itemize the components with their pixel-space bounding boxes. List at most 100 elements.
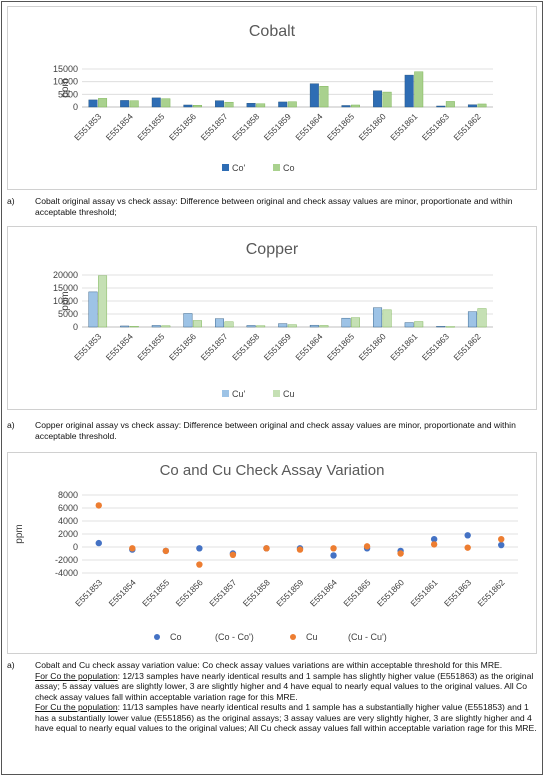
x-tick-label: E551859 bbox=[262, 111, 293, 142]
x-tick-label: E551859 bbox=[274, 577, 305, 608]
legend-label-co: Co bbox=[170, 632, 182, 642]
bar bbox=[246, 102, 256, 108]
bar bbox=[351, 317, 360, 328]
data-point bbox=[229, 551, 237, 558]
legend-note-cu: (Cu - Cu') bbox=[348, 632, 387, 642]
legend-swatch-cu-orig bbox=[222, 390, 229, 397]
bar bbox=[436, 105, 446, 108]
y-tick-label: 15000 bbox=[53, 64, 78, 74]
x-tick-label: E551864 bbox=[293, 111, 324, 142]
x-tick-label: E551856 bbox=[167, 111, 198, 142]
bar bbox=[120, 325, 130, 328]
x-tick-label: E551857 bbox=[207, 577, 238, 608]
bar bbox=[309, 324, 319, 328]
x-tick-label: E551858 bbox=[230, 111, 261, 142]
x-tick-label: E551862 bbox=[451, 111, 482, 142]
data-point bbox=[263, 545, 270, 552]
bar bbox=[151, 97, 161, 108]
variation-chart: Co and Cu Check Assay Variation -4000 -200… bbox=[14, 462, 518, 642]
bar bbox=[445, 326, 455, 328]
y-tick-label: 20000 bbox=[53, 270, 78, 280]
data-point bbox=[430, 541, 438, 548]
x-tick-label: E551861 bbox=[388, 331, 419, 362]
legend-marker-cu bbox=[290, 634, 296, 640]
bar bbox=[98, 98, 108, 108]
bar bbox=[373, 90, 383, 108]
legend-swatch-co-check bbox=[273, 164, 280, 171]
copper-caption-text: Copper original assay vs check assay: Di… bbox=[35, 420, 516, 441]
bar bbox=[120, 100, 130, 108]
bar bbox=[278, 101, 288, 108]
y-tick-label: 10000 bbox=[53, 296, 78, 306]
bar bbox=[319, 86, 329, 108]
x-tick-label: E551855 bbox=[135, 331, 166, 362]
legend-swatch-cu-check bbox=[273, 390, 280, 397]
co-population-text: : 12/13 samples have nearly identical re… bbox=[35, 670, 534, 702]
y-tick-label: 0 bbox=[73, 322, 78, 332]
x-tick-label: E551863 bbox=[420, 331, 451, 362]
bar bbox=[445, 101, 455, 108]
chart-title: Copper bbox=[246, 241, 299, 258]
x-tick-label: E551855 bbox=[140, 577, 171, 608]
bar bbox=[256, 103, 266, 108]
bar bbox=[183, 104, 193, 108]
bar bbox=[404, 74, 414, 108]
bar bbox=[351, 104, 360, 108]
x-tick-label: E551853 bbox=[72, 111, 103, 142]
bar bbox=[467, 311, 477, 328]
bar bbox=[98, 275, 108, 328]
copper-caption: a) Copper original assay vs check assay:… bbox=[7, 420, 539, 444]
x-tick-label: E551865 bbox=[325, 331, 356, 362]
copper-caption-label: a) bbox=[7, 420, 15, 430]
variation-caption-intro: Cobalt and Cu check assay variation valu… bbox=[35, 660, 503, 670]
data-point bbox=[95, 502, 102, 509]
bar bbox=[192, 320, 202, 328]
bar bbox=[215, 318, 224, 328]
bar bbox=[215, 100, 224, 108]
legend-label-co-orig: Co' bbox=[232, 163, 246, 173]
variation-caption: a) Cobalt and Cu check assay variation v… bbox=[7, 660, 539, 772]
bar bbox=[382, 91, 392, 108]
x-tick-label: E551862 bbox=[475, 577, 506, 608]
data-point bbox=[498, 536, 505, 543]
x-tick-label: E551860 bbox=[357, 331, 388, 362]
bar bbox=[256, 325, 266, 328]
x-tick-label: E551860 bbox=[357, 111, 388, 142]
legend-label-co-check: Co bbox=[283, 163, 295, 173]
data-point bbox=[296, 546, 304, 553]
bar bbox=[477, 103, 487, 108]
x-tick-label: E551865 bbox=[325, 111, 356, 142]
bar bbox=[88, 99, 98, 108]
bar bbox=[161, 325, 171, 328]
y-axis-label: ppm bbox=[14, 524, 25, 543]
variation-caption-label: a) bbox=[7, 660, 15, 670]
y-tick-label: 6000 bbox=[58, 503, 78, 513]
bar bbox=[373, 307, 383, 328]
y-tick-label: 4000 bbox=[58, 516, 78, 526]
y-tick-label: 0 bbox=[73, 102, 78, 112]
x-tick-label: E551864 bbox=[293, 331, 324, 362]
data-point bbox=[162, 547, 170, 555]
x-tick-label: E551861 bbox=[408, 577, 439, 608]
legend-note-co: (Co - Co') bbox=[215, 632, 254, 642]
x-tick-label: E551858 bbox=[230, 331, 261, 362]
x-tick-label: E551863 bbox=[420, 111, 451, 142]
bar bbox=[477, 308, 487, 328]
data-point bbox=[430, 536, 438, 543]
cobalt-caption: a) Cobalt original assay vs check assay:… bbox=[7, 196, 539, 220]
data-point bbox=[95, 539, 102, 547]
legend-label-cu-orig: Cu' bbox=[232, 389, 246, 399]
legend-label-cu: Cu bbox=[306, 632, 318, 642]
x-tick-label: E551863 bbox=[442, 577, 473, 608]
x-tick-label: E551857 bbox=[199, 111, 230, 142]
variation-caption-body: Cobalt and Cu check assay variation valu… bbox=[35, 660, 539, 734]
cu-population-text: : 11/13 samples have nearly identical re… bbox=[35, 702, 537, 733]
cu-population-heading: For Cu the population bbox=[35, 702, 118, 712]
y-tick-label: 5000 bbox=[58, 89, 78, 99]
cobalt-chart-panel: Cobalt 0 5000 10000 15000 ppm E551853 E551854 E5… bbox=[7, 6, 537, 190]
bar bbox=[161, 98, 171, 108]
copper-chart-panel: Copper 0 5000 10000 15000 20000 ppm E551853 E551… bbox=[7, 226, 537, 410]
data-point bbox=[330, 545, 337, 552]
x-tick-label: E551854 bbox=[104, 111, 135, 142]
